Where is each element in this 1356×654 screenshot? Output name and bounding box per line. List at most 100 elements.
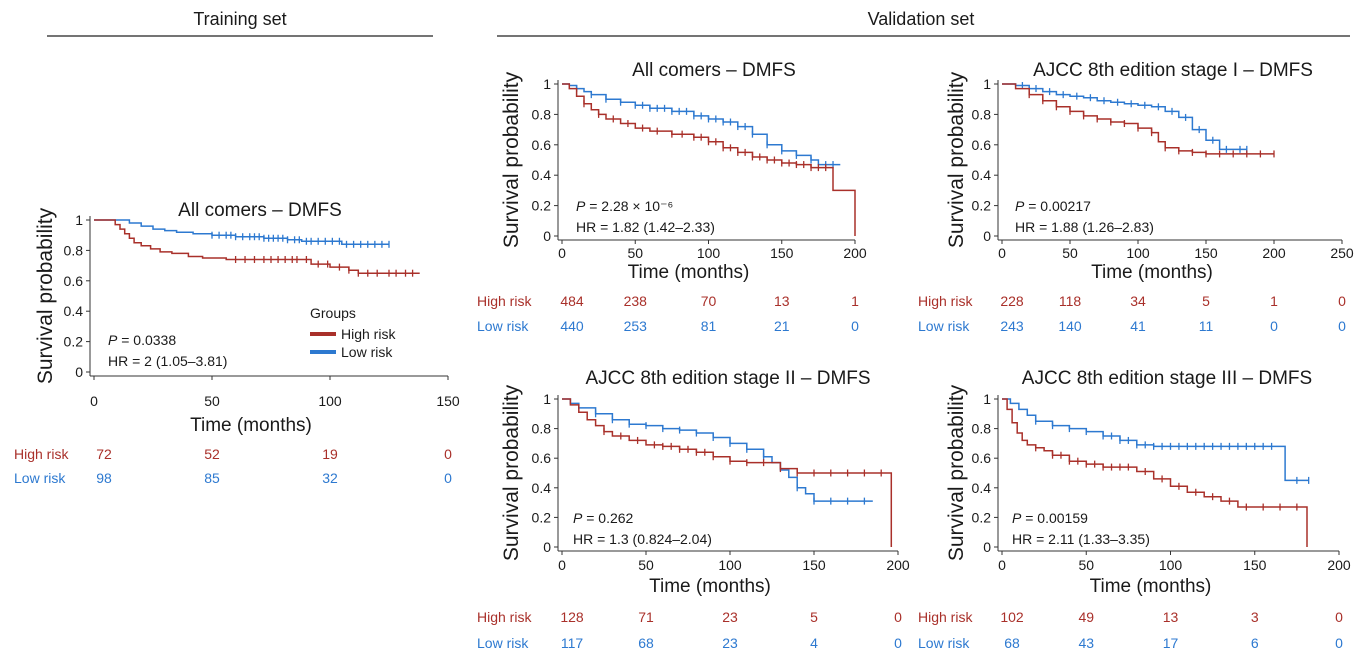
risk-count-low: 0: [444, 470, 452, 486]
risk-count-high: 1: [1270, 293, 1278, 309]
y-tick-label: 0.4: [972, 167, 992, 183]
km-panel-3: AJCC 8th edition stage II – DMFS 0 0.2 0.4 0…: [477, 368, 910, 651]
y-axis-label: Survival probability: [500, 384, 523, 561]
risk-count-low: 81: [701, 318, 717, 334]
risk-count-high: 128: [560, 609, 584, 625]
chart-title: All comers – DMFS: [178, 200, 342, 221]
x-tick-label: 150: [770, 245, 794, 261]
risk-count-low: 21: [774, 318, 790, 334]
risk-count-low: 440: [560, 318, 584, 334]
legend-title: Groups: [310, 305, 356, 321]
risk-count-low: 6: [1251, 635, 1259, 651]
risk-count-high: 102: [1000, 609, 1024, 625]
x-axis-label: Time (months): [190, 415, 312, 436]
y-tick-label: 1: [543, 391, 551, 407]
risk-count-low: 0: [1270, 318, 1278, 334]
risk-table-label-low: Low risk: [477, 635, 529, 651]
risk-count-high: 0: [1338, 293, 1346, 309]
y-tick-label: 0.6: [532, 450, 552, 466]
y-tick-label: 0.6: [532, 137, 552, 153]
y-tick-label: 0.6: [972, 137, 992, 153]
risk-table-label-low: Low risk: [918, 318, 970, 334]
hazard-ratio-annotation: HR = 2.11 (1.33–3.35): [1012, 531, 1150, 547]
legend-label-low: Low risk: [341, 344, 393, 360]
y-tick-label: 0: [543, 228, 551, 244]
y-axis-label: Survival probability: [34, 207, 57, 384]
y-tick-label: 0.4: [532, 167, 552, 183]
y-tick-label: 0.4: [532, 480, 552, 496]
risk-count-high: 0: [1335, 609, 1343, 625]
y-axis-label: Survival probability: [945, 71, 968, 248]
y-tick-label: 0.8: [532, 421, 552, 437]
x-tick-label: 50: [627, 245, 643, 261]
x-tick-label: 100: [697, 245, 721, 261]
y-tick-label: 0.6: [64, 273, 84, 289]
risk-count-low: 243: [1000, 318, 1024, 334]
x-tick-label: 0: [558, 245, 566, 261]
risk-table-label-low: Low risk: [918, 635, 970, 651]
km-panel-2: AJCC 8th edition stage I – DMFS 0 0.2 0.4 0.…: [918, 60, 1354, 334]
risk-table: High risk Low risk 128 117 71 68 23 23 5 4 0 0: [477, 609, 902, 651]
risk-table: High risk Low risk 102 68 49 43 13 17 3 6 0 0: [918, 609, 1343, 651]
chart-title: AJCC 8th edition stage II – DMFS: [585, 368, 870, 389]
chart-title: All comers – DMFS: [632, 60, 796, 81]
risk-count-low: 85: [204, 470, 220, 486]
y-tick-label: 0.2: [532, 509, 552, 525]
risk-count-low: 32: [322, 470, 338, 486]
risk-count-low: 4: [810, 635, 818, 651]
x-axis-label: Time (months): [649, 576, 771, 597]
x-tick-label: 0: [90, 393, 98, 409]
y-tick-label: 0: [983, 228, 991, 244]
risk-count-high: 0: [444, 446, 452, 462]
x-tick-label: 150: [436, 393, 460, 409]
risk-count-low: 0: [1335, 635, 1343, 651]
x-tick-label: 50: [638, 557, 654, 573]
x-tick-label: 50: [204, 393, 220, 409]
x-tick-label: 0: [998, 557, 1006, 573]
p-value-annotation: P = 0.0338: [108, 332, 176, 348]
x-tick-label: 50: [1062, 245, 1078, 261]
risk-count-high: 19: [322, 446, 338, 462]
risk-count-high: 23: [722, 609, 738, 625]
risk-count-high: 228: [1000, 293, 1024, 309]
low-risk-survival-curve: [1002, 83, 1247, 151]
risk-count-low: 68: [638, 635, 654, 651]
hazard-ratio-annotation: HR = 1.3 (0.824–2.04): [573, 531, 712, 547]
low-risk-survival-curve: [562, 83, 841, 166]
x-tick-label: 200: [1327, 557, 1351, 573]
y-axis-label: Survival probability: [945, 384, 968, 561]
risk-count-high: 484: [560, 293, 584, 309]
p-value-annotation: P = 2.28 × 10⁻⁶: [576, 198, 673, 214]
risk-count-high: 118: [1059, 293, 1082, 309]
risk-count-low: 0: [851, 318, 859, 334]
x-tick-label: 0: [998, 245, 1006, 261]
hazard-ratio-annotation: HR = 2 (1.05–3.81): [108, 353, 227, 369]
chart-title: AJCC 8th edition stage I – DMFS: [1033, 60, 1313, 81]
risk-count-low: 117: [561, 635, 584, 651]
risk-count-high: 49: [1078, 609, 1094, 625]
low-risk-survival-curve: [94, 219, 389, 246]
y-tick-label: 0.4: [64, 303, 84, 319]
risk-count-high: 5: [810, 609, 818, 625]
risk-count-low: 140: [1058, 318, 1082, 334]
y-axis-label: Survival probability: [500, 71, 523, 248]
x-tick-label: 150: [802, 557, 826, 573]
high-risk-survival-curve: [1002, 83, 1274, 155]
risk-count-high: 70: [701, 293, 717, 309]
risk-count-low: 253: [624, 318, 648, 334]
x-tick-label: 250: [1330, 245, 1354, 261]
risk-count-high: 0: [894, 609, 902, 625]
x-tick-label: 200: [843, 245, 867, 261]
p-value-annotation: P = 0.00217: [1015, 198, 1091, 214]
risk-count-high: 71: [638, 609, 654, 625]
legend: Groups High risk Low risk: [310, 305, 396, 360]
risk-count-high: 34: [1130, 293, 1146, 309]
y-tick-label: 1: [983, 76, 991, 92]
chart-title: AJCC 8th edition stage III – DMFS: [1022, 368, 1312, 389]
risk-table-label-high: High risk: [918, 293, 973, 309]
x-axis-label: Time (months): [1090, 576, 1212, 597]
km-panel-0: All comers – DMFS 0 0.2 0.4 0.6 0.8 1 0 50 100 150…: [14, 200, 460, 486]
risk-count-high: 13: [774, 293, 790, 309]
y-tick-label: 0.2: [64, 334, 84, 350]
